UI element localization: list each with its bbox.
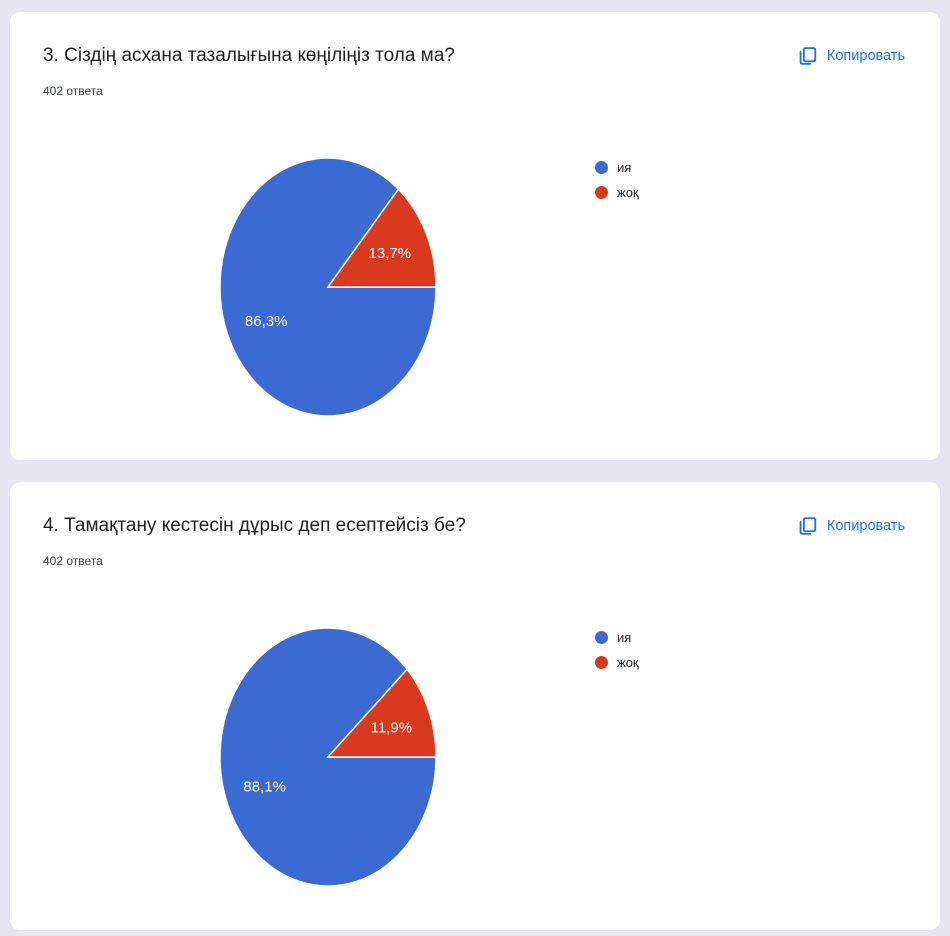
legend-item: ия — [595, 631, 639, 644]
legend-color-dot — [595, 186, 608, 199]
copy-icon — [796, 515, 818, 537]
question-title: 3. Сіздің асхана тазалығына көңіліңіз то… — [43, 45, 455, 66]
chart-area: 86,3% 13,7% ия жоқ — [43, 149, 905, 425]
legend-item: жоқ — [595, 186, 639, 199]
pie-slice-percent-label: 13,7% — [369, 245, 412, 262]
pie-chart: 88,1% 11,9% — [219, 627, 437, 887]
question-card-4: 4. Тамақтану кестесін дұрыс деп есептейс… — [10, 482, 940, 930]
chart-area: 88,1% 11,9% ия жоқ — [43, 619, 905, 895]
legend-color-dot — [595, 656, 608, 669]
legend-color-dot — [595, 631, 608, 644]
pie-slice-percent-label: 88,1% — [243, 779, 286, 796]
copy-icon — [796, 45, 818, 67]
card-header: 3. Сіздің асхана тазалығына көңіліңіз то… — [43, 12, 905, 68]
pie-slice-percent-label: 86,3% — [245, 313, 288, 330]
legend-color-dot — [595, 161, 608, 174]
pie-chart: 86,3% 13,7% — [219, 157, 437, 417]
pie-slice-percent-label: 11,9% — [371, 719, 412, 736]
copy-button-label: Копировать — [826, 48, 905, 64]
legend-label: ия — [617, 160, 632, 175]
legend-item: ия — [595, 161, 639, 174]
legend-item: жоқ — [595, 656, 639, 669]
legend-label: жоқ — [617, 655, 639, 670]
card-header: 4. Тамақтану кестесін дұрыс деп есептейс… — [43, 482, 905, 538]
legend-label: жоқ — [617, 185, 639, 200]
pie-slice-жоқ — [326, 668, 437, 758]
response-count: 402 ответа — [43, 84, 103, 98]
pie-slice-жоқ — [326, 188, 437, 288]
question-title: 4. Тамақтану кестесін дұрыс деп есептейс… — [43, 515, 466, 536]
legend-label: ия — [617, 630, 632, 645]
chart-legend: ия жоқ — [595, 619, 639, 681]
chart-legend: ия жоқ — [595, 149, 639, 211]
copy-button[interactable]: Копировать — [796, 515, 905, 537]
response-count: 402 ответа — [43, 554, 103, 568]
copy-button[interactable]: Копировать — [796, 45, 905, 67]
copy-button-label: Копировать — [826, 518, 905, 534]
question-card-3: 3. Сіздің асхана тазалығына көңіліңіз то… — [10, 12, 940, 460]
